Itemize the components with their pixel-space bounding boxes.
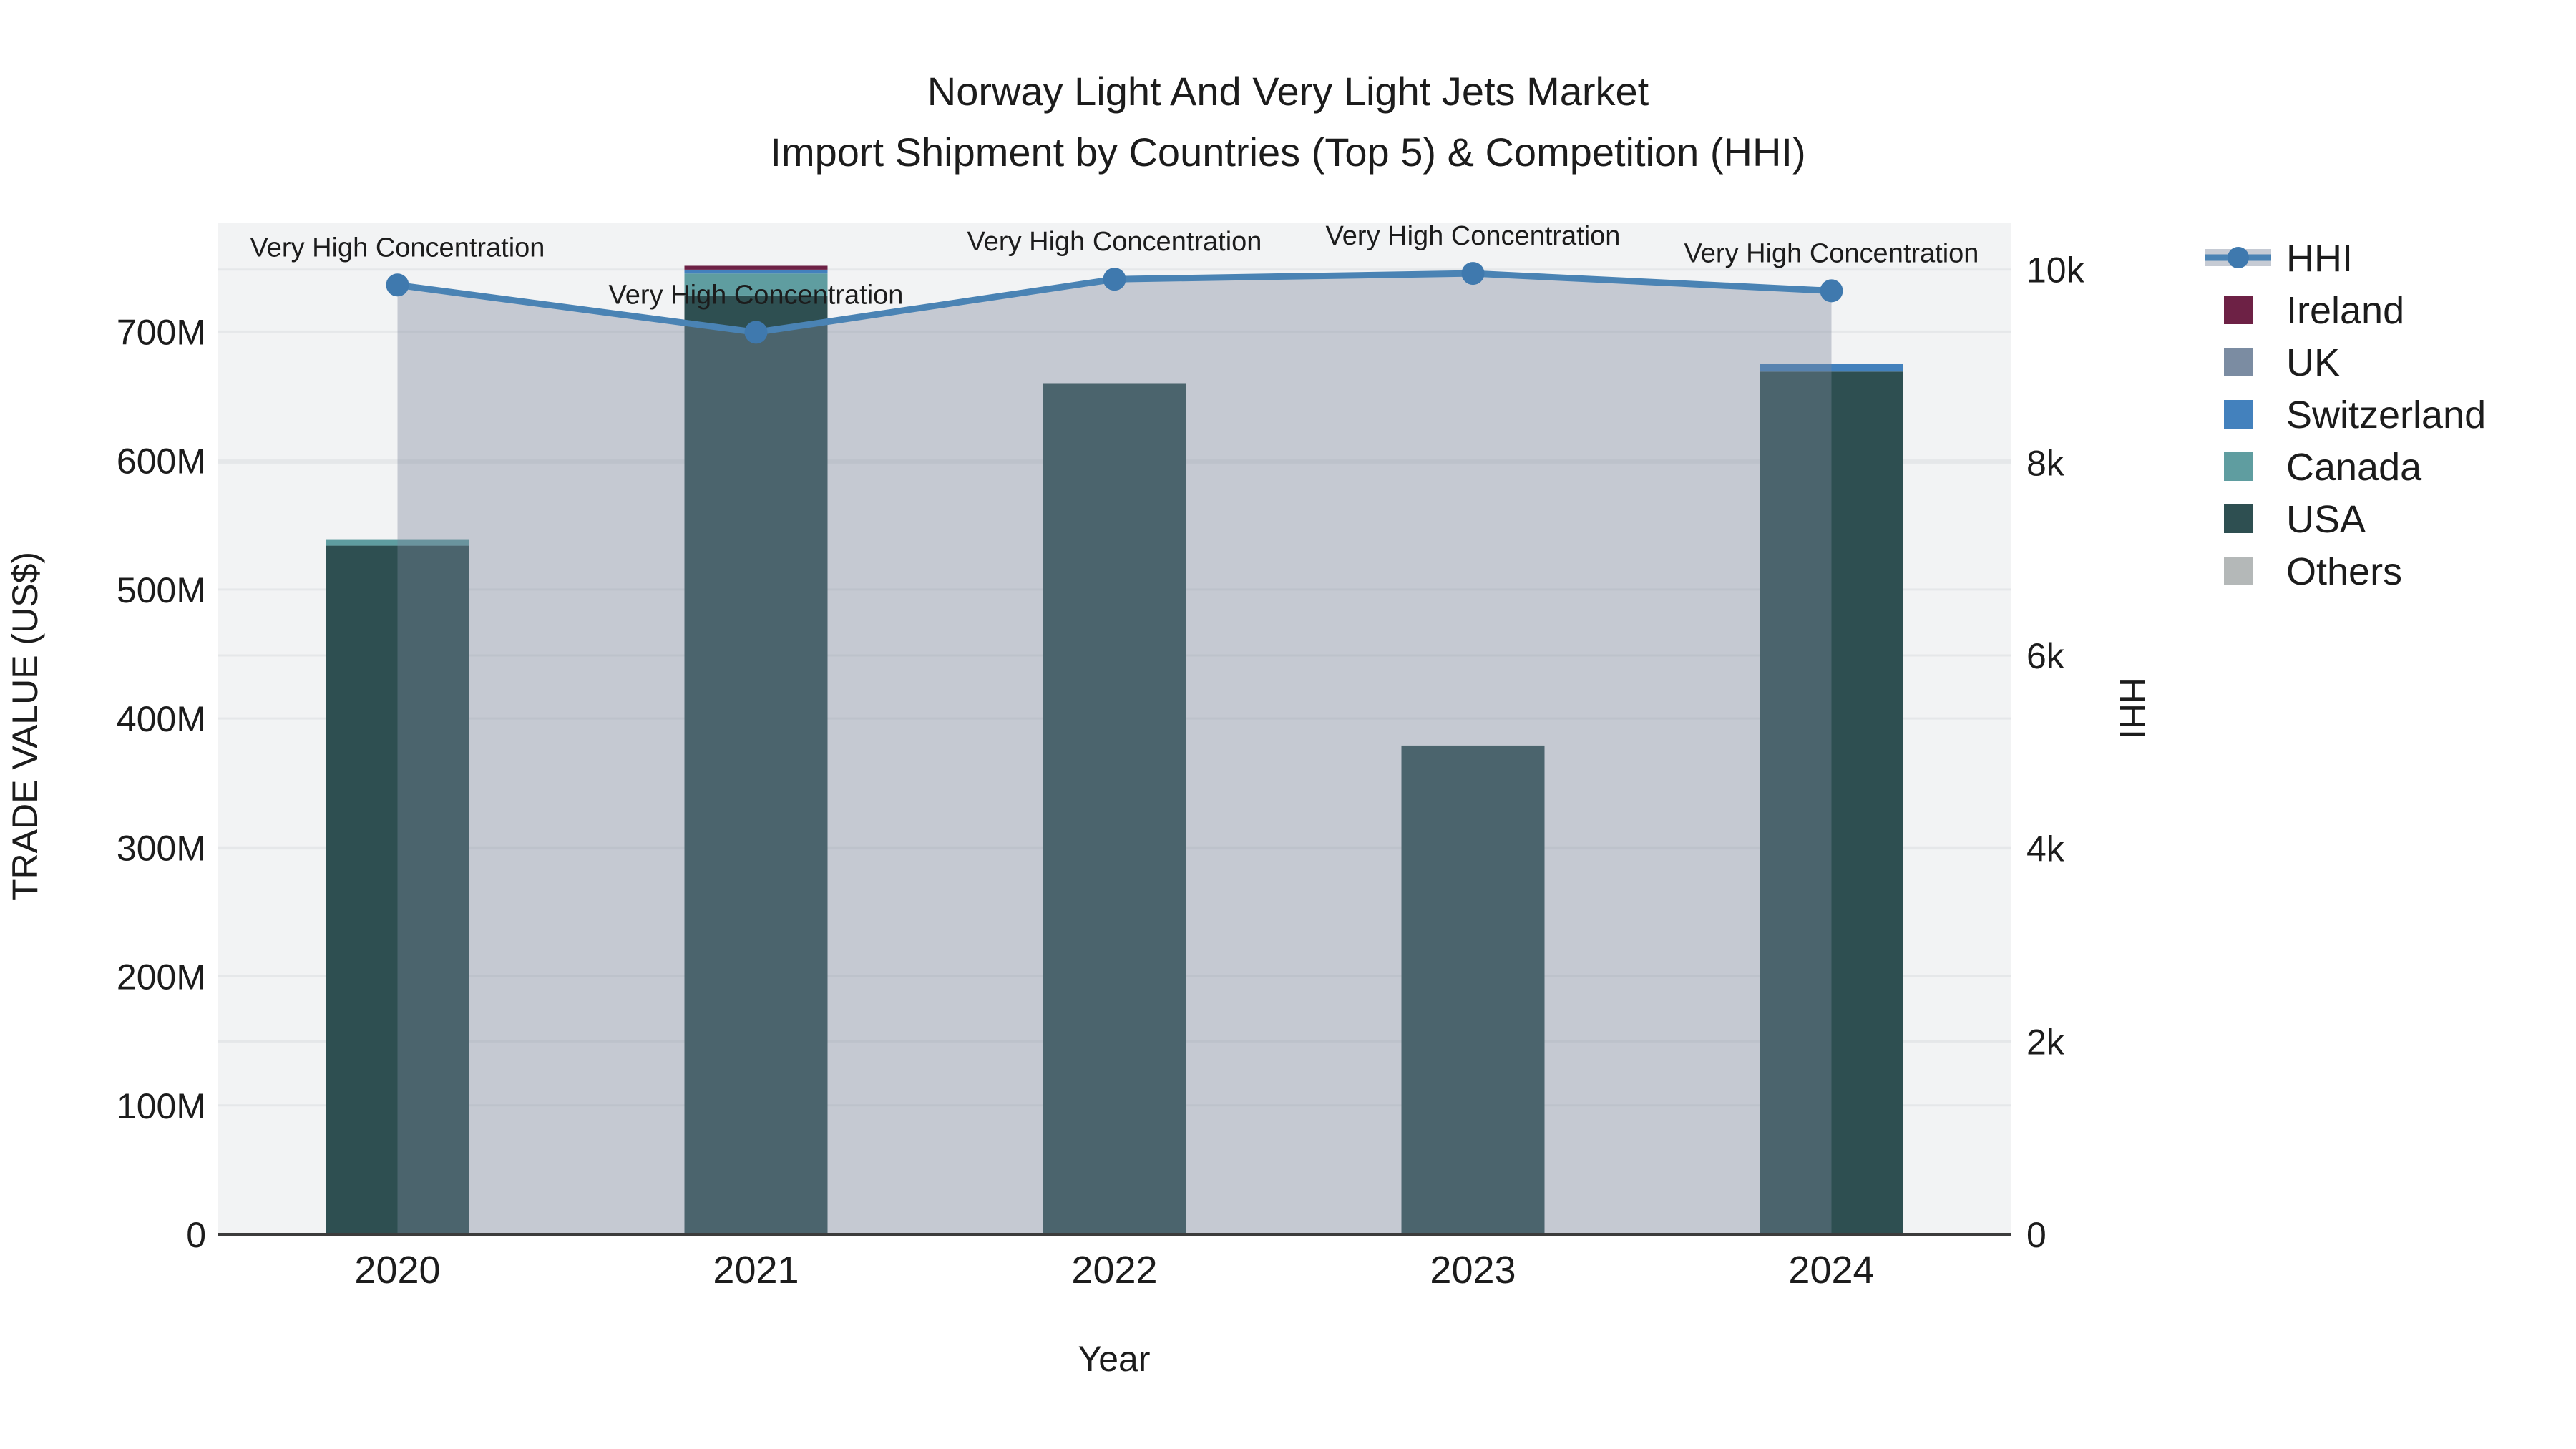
bar-segment-usa-2020	[326, 545, 469, 1234]
legend: HHI Ireland UK Switzerland Canada USA Ot…	[2205, 237, 2486, 593]
annotation-2021: Very High Concentration	[609, 280, 904, 310]
canada-swatch	[2224, 452, 2253, 481]
left-axis-tick-400M: 400M	[117, 699, 206, 739]
right-axis-tick-6k: 6k	[2026, 636, 2065, 676]
hhi-marker-2024	[1820, 279, 1843, 303]
legend-item-canada[interactable]: Canada	[2224, 446, 2422, 489]
chart-title-line2: Import Shipment by Countries (Top 5) & C…	[770, 130, 1805, 175]
annotation-2024: Very High Concentration	[1684, 238, 1979, 268]
bar-segment-canada-2020	[326, 539, 469, 546]
hhi-marker-2023	[1461, 262, 1485, 286]
bar-segment-usa-2022	[1043, 383, 1186, 1235]
legend-item-hhi[interactable]: HHI	[2205, 237, 2353, 280]
x-axis-tick-2023: 2023	[1430, 1249, 1516, 1292]
uk-swatch	[2224, 348, 2253, 376]
right-axis-tick-0: 0	[2026, 1215, 2046, 1255]
left-axis-tick-700M: 700M	[117, 312, 206, 352]
chart-title-line1: Norway Light And Very Light Jets Market	[927, 69, 1649, 114]
x-axis-title: Year	[1078, 1339, 1150, 1379]
bar-segment-canada-2021	[684, 273, 828, 296]
legend-item-uk[interactable]: UK	[2224, 341, 2340, 384]
x-axis-tick-2020: 2020	[354, 1249, 440, 1292]
legend-label-canada: Canada	[2286, 446, 2422, 489]
right-axis-tick-2k: 2k	[2026, 1022, 2065, 1062]
legend-item-others[interactable]: Others	[2224, 550, 2402, 593]
bar-segment-switzerland-2024	[1760, 364, 1903, 372]
legend-item-ireland[interactable]: Ireland	[2224, 289, 2404, 332]
others-swatch	[2224, 557, 2253, 585]
right-axis-title: HHI	[2112, 678, 2152, 739]
legend-label-uk: UK	[2286, 341, 2340, 384]
left-axis-title: TRADE VALUE (US$)	[5, 552, 45, 901]
left-axis-tick-100M: 100M	[117, 1086, 206, 1126]
bar-segment-switzerland-2021	[684, 269, 828, 274]
bar-segment-ireland-2021	[684, 265, 828, 270]
x-axis-tick-2021: 2021	[713, 1249, 799, 1292]
hhi-marker-2022	[1103, 268, 1126, 291]
legend-item-switzerland[interactable]: Switzerland	[2224, 394, 2486, 436]
annotation-2023: Very High Concentration	[1326, 221, 1621, 251]
legend-label-usa: USA	[2286, 498, 2366, 541]
x-axis-tick-2022: 2022	[1071, 1249, 1157, 1292]
right-axis-tick-10k: 10k	[2026, 250, 2085, 291]
hhi-marker-2021	[744, 321, 768, 344]
bar-segment-usa-2023	[1401, 745, 1545, 1234]
right-axis-tick-4k: 4k	[2026, 829, 2065, 869]
right-axis-tick-8k: 8k	[2026, 443, 2065, 483]
bar-segment-usa-2024	[1760, 371, 1903, 1234]
left-axis-tick-200M: 200M	[117, 957, 206, 997]
left-axis-tick-600M: 600M	[117, 441, 206, 482]
left-axis-tick-500M: 500M	[117, 570, 206, 610]
legend-label-switzerland: Switzerland	[2286, 394, 2486, 436]
left-axis-tick-0: 0	[186, 1215, 206, 1255]
hhi-legend-marker	[2228, 247, 2249, 268]
legend-item-usa[interactable]: USA	[2224, 498, 2366, 541]
bar-segment-usa-2021	[684, 295, 828, 1234]
left-axis-tick-300M: 300M	[117, 828, 206, 868]
usa-swatch	[2224, 504, 2253, 533]
plot-area: 0 100M 200M 300M 400M 500M 600M 700M 0 2k 4k 6k 8k 10…	[117, 221, 2085, 1292]
annotation-2022: Very High Concentration	[967, 227, 1262, 257]
legend-label-ireland: Ireland	[2286, 289, 2404, 332]
hhi-marker-2020	[386, 273, 409, 297]
legend-label-hhi: HHI	[2286, 237, 2353, 280]
x-axis-tick-2024: 2024	[1788, 1249, 1874, 1292]
hhi-area	[397, 273, 1832, 1234]
legend-label-others: Others	[2286, 550, 2402, 593]
annotation-2020: Very High Concentration	[250, 233, 545, 263]
ireland-swatch	[2224, 296, 2253, 324]
switzerland-swatch	[2224, 400, 2253, 429]
